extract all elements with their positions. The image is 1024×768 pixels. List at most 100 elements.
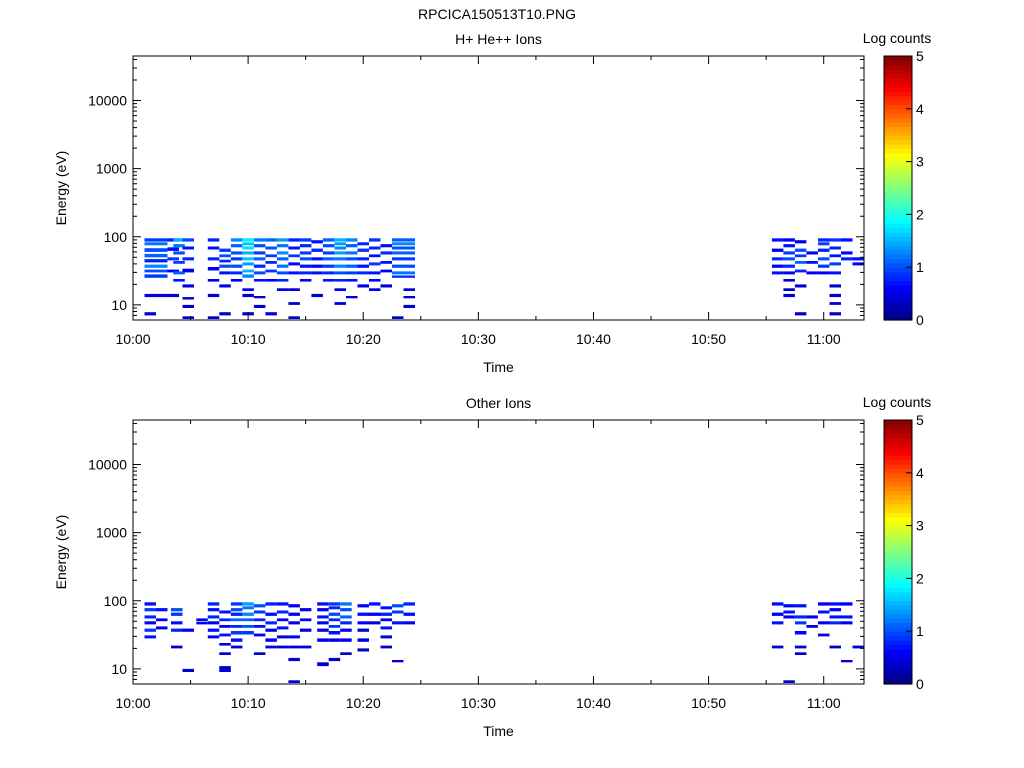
heatmap-cell xyxy=(380,284,392,288)
colorbar-band xyxy=(884,218,912,224)
heatmap-cell xyxy=(242,262,254,266)
heatmap-cell xyxy=(783,293,795,298)
heatmap-cells xyxy=(144,602,864,683)
heatmap-cell xyxy=(783,610,795,614)
heatmap-cell xyxy=(173,279,185,282)
heatmap-cell xyxy=(253,251,266,255)
colorbar-band xyxy=(884,582,912,588)
heatmap-cell xyxy=(242,606,254,610)
heatmap-cell xyxy=(242,242,254,246)
colorbar-band xyxy=(884,631,912,637)
heatmap-cell xyxy=(207,635,220,639)
heatmap-cell xyxy=(380,244,392,248)
heatmap-cell xyxy=(276,602,289,606)
heatmap-cell xyxy=(144,635,156,639)
heatmap-cell xyxy=(276,288,289,291)
heatmap-cell xyxy=(173,251,185,255)
heatmap-cell xyxy=(328,618,341,622)
heatmap-cell xyxy=(369,612,381,616)
heatmap-cell xyxy=(242,251,254,255)
heatmap-cell xyxy=(265,638,277,642)
heatmap-cell xyxy=(794,615,807,619)
colorbar-band xyxy=(884,547,912,553)
heatmap-cell xyxy=(288,302,300,305)
plot-frame xyxy=(132,55,865,321)
colorbar-band xyxy=(884,245,912,251)
heatmap-cell xyxy=(794,631,807,635)
heatmap-cell xyxy=(334,302,346,305)
heatmap-cell xyxy=(322,264,335,268)
heatmap-cell xyxy=(783,257,795,261)
heatmap-cell xyxy=(144,274,168,278)
colorbar-tick-label: 4 xyxy=(916,101,924,117)
heatmap-cell xyxy=(253,604,266,608)
colorbar-band xyxy=(884,442,912,447)
colorbar-band xyxy=(884,157,912,163)
colorbar-band xyxy=(884,311,912,317)
heatmap-cell xyxy=(207,602,220,606)
heatmap-cell xyxy=(322,257,335,261)
heatmap-cell xyxy=(265,602,277,606)
heatmap-cell xyxy=(403,288,415,291)
colorbar-tick-label: 0 xyxy=(916,312,924,328)
heatmap-cell xyxy=(276,279,289,282)
heatmap-cells xyxy=(144,238,864,319)
heatmap-cell xyxy=(403,304,415,308)
heatmap-cell xyxy=(346,271,358,275)
heatmap-cell xyxy=(219,271,231,275)
heatmap-cell xyxy=(392,242,415,246)
heatmap-cell xyxy=(794,652,807,655)
colorbar-band xyxy=(884,86,912,92)
heatmap-cell xyxy=(357,612,369,616)
heatmap-cell xyxy=(771,238,784,242)
heatmap-cell xyxy=(182,297,194,300)
colorbar-band xyxy=(884,108,912,114)
heatmap-cell xyxy=(783,288,795,291)
heatmap-cell xyxy=(299,271,312,275)
heatmap-cell xyxy=(369,288,381,291)
colorbar-tick-label: 4 xyxy=(916,465,924,481)
heatmap-cell xyxy=(783,615,795,619)
heatmap-cell xyxy=(207,267,220,271)
heatmap-cell xyxy=(346,296,358,299)
heatmap-cell xyxy=(182,257,194,261)
heatmap-cell xyxy=(276,238,289,242)
y-axis-label: Energy (eV) xyxy=(53,151,69,226)
heatmap-cell xyxy=(288,254,300,258)
colorbar-band xyxy=(884,232,912,237)
heatmap-cell xyxy=(230,618,243,622)
colorbar-band xyxy=(884,503,912,509)
heatmap-cell xyxy=(230,602,243,606)
heatmap-cell xyxy=(230,244,243,248)
y-tick-label: 100 xyxy=(104,229,128,245)
heatmap-cell xyxy=(328,602,341,606)
colorbar-band xyxy=(884,596,912,601)
heatmap-cell xyxy=(771,602,784,606)
heatmap-cell xyxy=(328,631,341,635)
heatmap-cell xyxy=(818,602,830,606)
heatmap-cell xyxy=(392,275,415,278)
colorbar-band xyxy=(884,100,912,105)
x-tick-label: 10:10 xyxy=(231,331,266,347)
heatmap-cell xyxy=(288,680,300,683)
colorbar-band xyxy=(884,262,912,268)
heatmap-cell xyxy=(357,264,369,268)
x-tick-label: 10:00 xyxy=(115,331,150,347)
heatmap-cell xyxy=(207,279,220,282)
heatmap-cell xyxy=(783,244,795,248)
heatmap-cell xyxy=(357,257,369,261)
heatmap-cell xyxy=(230,612,243,616)
colorbar-band xyxy=(884,556,912,562)
colorbar-band xyxy=(884,289,912,295)
heatmap-cell xyxy=(334,264,346,268)
heatmap-cell xyxy=(144,293,168,298)
colorbar-band xyxy=(884,56,912,61)
colorbar-band xyxy=(884,626,912,632)
heatmap-cell xyxy=(253,296,266,299)
heatmap-cell xyxy=(841,660,853,663)
heatmap-cell xyxy=(380,606,392,610)
heatmap-cell xyxy=(196,621,208,625)
heatmap-cell xyxy=(253,271,266,275)
heatmap-cell xyxy=(334,242,346,246)
heatmap-cell xyxy=(829,246,841,250)
